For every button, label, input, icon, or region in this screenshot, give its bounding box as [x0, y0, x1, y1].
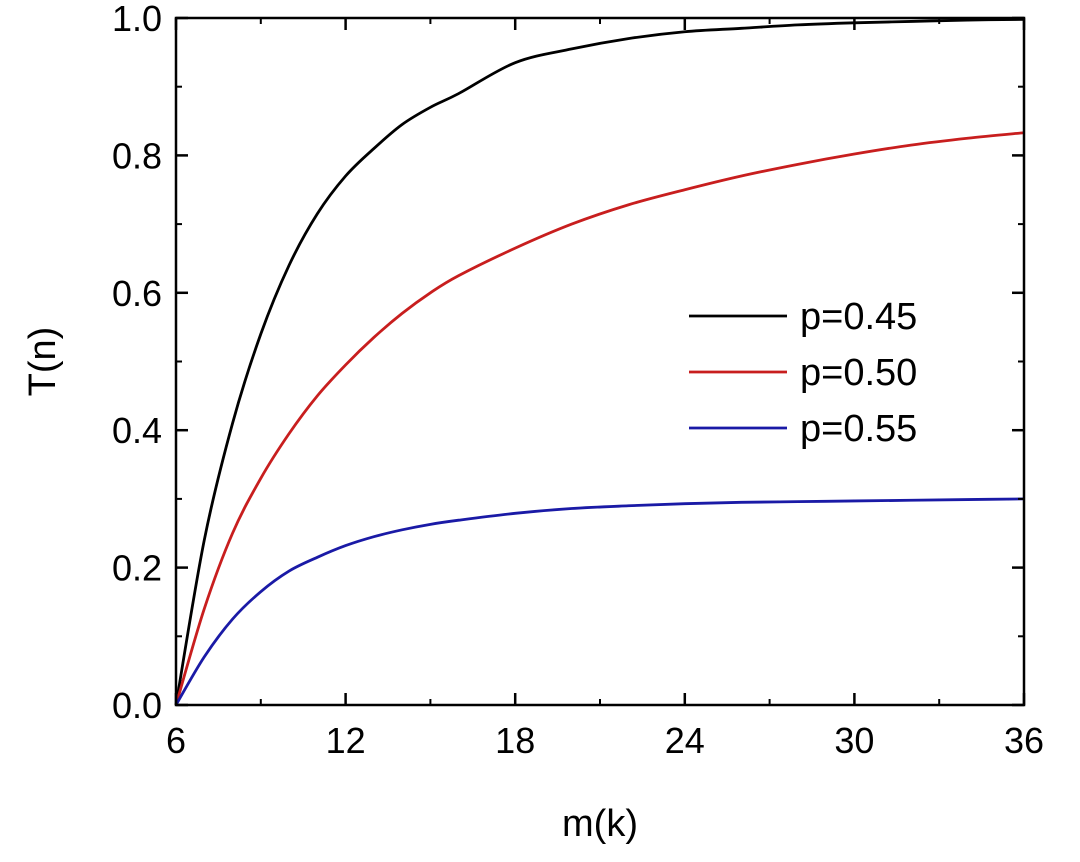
plot-frame: [174, 16, 1026, 707]
y-tick-label: 1.0: [112, 0, 162, 39]
ticks-layer: 6 12 18 24 30 36 0.0 0.2 0.4 0.6 0.8 1.0: [112, 0, 1044, 761]
x-tick-label: 12: [326, 720, 366, 761]
x-axis-title: m(k): [562, 803, 638, 845]
x-tick-label: 6: [166, 720, 186, 761]
y-tick-label: 0.2: [112, 548, 162, 589]
x-tick-label: 36: [1004, 720, 1044, 761]
y-tick-label: 0.6: [112, 273, 162, 314]
legend-label-1: p=0.45: [800, 296, 917, 338]
x-tick-label: 30: [834, 720, 874, 761]
y-axis-title: T(n): [22, 327, 64, 397]
x-tick-label: 24: [665, 720, 705, 761]
legend-label-3: p=0.55: [800, 408, 917, 450]
series-line-1: [174, 17, 1025, 706]
series-layer: [174, 17, 1025, 706]
series-line-3: [174, 497, 1025, 706]
y-tick-label: 0.8: [112, 135, 162, 176]
legend-label-2: p=0.50: [800, 352, 917, 394]
y-tick-label: 0.0: [112, 685, 162, 726]
series-line-2: [174, 131, 1025, 706]
y-tick-label: 0.4: [112, 410, 162, 451]
legend: p=0.45 p=0.50 p=0.55: [689, 296, 917, 450]
x-tick-label: 18: [495, 720, 535, 761]
